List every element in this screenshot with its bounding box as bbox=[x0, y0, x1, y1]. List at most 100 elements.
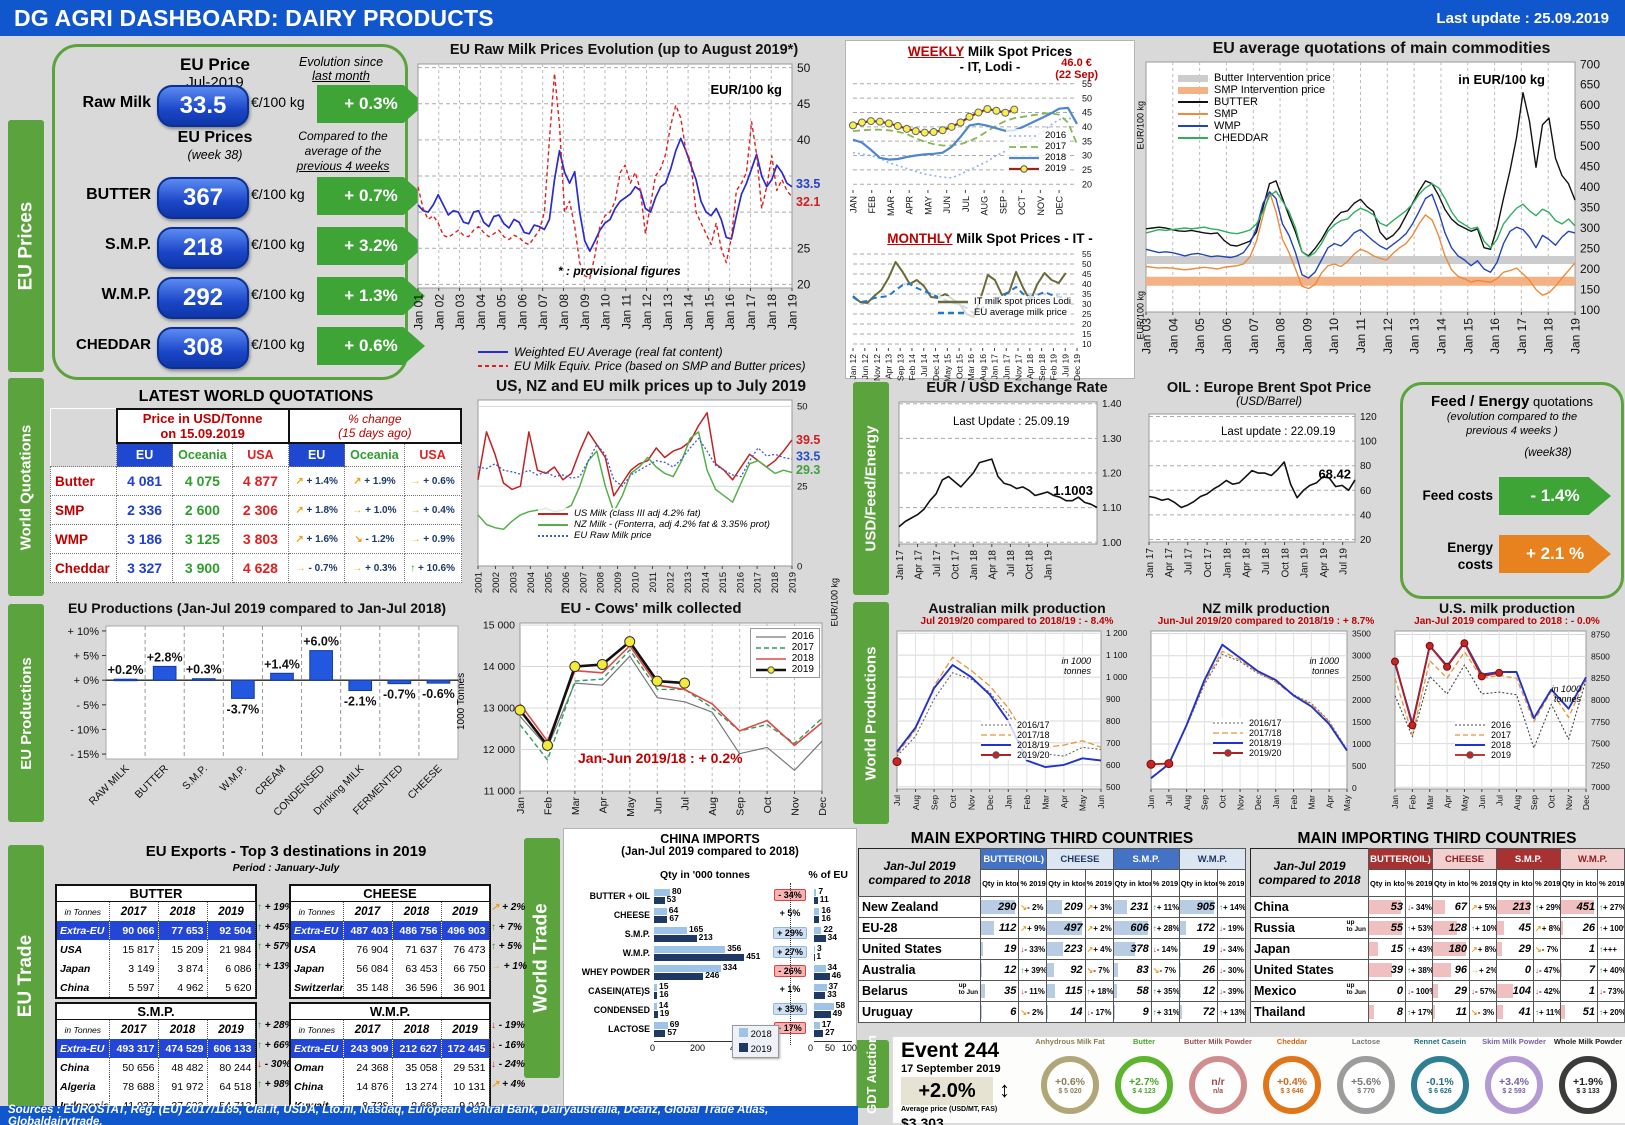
svg-text:2008: 2008 bbox=[596, 572, 607, 593]
legend-entry: EU average milk price bbox=[938, 307, 1067, 318]
svg-text:Jul 14: Jul 14 bbox=[919, 354, 929, 377]
eu-bar-2019 bbox=[814, 1011, 831, 1018]
svg-text:FEB: FEB bbox=[867, 196, 877, 214]
legend-entry: 2019 bbox=[1009, 163, 1066, 174]
legend-entry: 2019/20 bbox=[981, 750, 1050, 760]
svg-text:Jul 18: Jul 18 bbox=[1006, 550, 1017, 577]
unit-note: in 1000 tonnes bbox=[1551, 684, 1581, 704]
up-arrow-icon: ↑ bbox=[1535, 1007, 1540, 1017]
chart-title: US, NZ and EU milk prices up to July 201… bbox=[495, 378, 807, 395]
diag-up-arrow-icon: ↗ bbox=[295, 533, 304, 545]
gdt-ring: +0.4% $ 3 646 bbox=[1263, 1056, 1321, 1114]
legend-entry: EU Milk Equiv. Price (based on SMP and B… bbox=[478, 359, 806, 373]
legend-entry: 2016 bbox=[1455, 720, 1512, 730]
table-row: Extra-EU 243 909 212 627 172 445 bbox=[291, 1039, 490, 1058]
svg-text:May: May bbox=[625, 796, 637, 817]
brent-svg: 20 40 60 80 100 120 Jan 17 Apr 17 Jul 17 Oct 17 Ja… bbox=[1145, 412, 1377, 578]
svg-text:+0.3%: +0.3% bbox=[186, 663, 222, 677]
svg-text:Jan 02: Jan 02 bbox=[432, 294, 446, 330]
svg-text:Aug: Aug bbox=[911, 795, 921, 810]
monthly-title: MONTHLY Milk Spot Prices - IT - bbox=[887, 231, 1093, 246]
china-change: - 26% bbox=[770, 965, 810, 977]
down-arrow-icon: ↓ bbox=[1020, 944, 1025, 954]
up-arrow-icon: ↑ bbox=[1152, 1007, 1157, 1017]
table-row: Uruguay 6 ↘- 2% 14 ↓- 17% 9 ↑+ 31% 72 ↑+ 13% bbox=[857, 1001, 1247, 1023]
china-change: - 34% bbox=[770, 889, 810, 901]
up-arrow-icon: ↑ bbox=[491, 941, 496, 952]
gdt-change: +2.0% bbox=[901, 1077, 993, 1105]
usnz-chart: US, NZ and EU milk prices up to July 201… bbox=[468, 378, 840, 627]
svg-text:Jan 18: Jan 18 bbox=[1222, 548, 1233, 578]
up-arrow-icon: ↑ bbox=[410, 562, 416, 574]
svg-text:Jan 03: Jan 03 bbox=[1140, 318, 1154, 354]
svg-text:Jan: Jan bbox=[1390, 795, 1400, 809]
svg-text:40: 40 bbox=[1082, 122, 1092, 132]
legend-entry: IT milk spot prices Lodi bbox=[938, 296, 1071, 307]
svg-text:15: 15 bbox=[1082, 329, 1092, 339]
svg-text:12 000: 12 000 bbox=[483, 744, 515, 756]
legend-entry: 2018 bbox=[755, 653, 814, 664]
gdt-product: Whole Milk Powder +1.9% $ 3 133 bbox=[1551, 1037, 1625, 1123]
svg-text:MAY: MAY bbox=[923, 196, 933, 215]
energy-arrow: + 2.1 % bbox=[1499, 535, 1611, 573]
importing-countries: MAIN IMPORTING THIRD COUNTRIES Jan-Jul 2… bbox=[1250, 830, 1625, 1023]
change-arrow: + 0.3% bbox=[317, 85, 425, 123]
right-arrow-icon: → bbox=[491, 960, 501, 972]
svg-text:1.1003: 1.1003 bbox=[1053, 483, 1093, 498]
svg-text:-3.7%: -3.7% bbox=[227, 702, 260, 716]
svg-text:Oct 18: Oct 18 bbox=[1025, 550, 1036, 580]
right-arrow-icon: → bbox=[1471, 965, 1479, 975]
china-change: - 17% bbox=[770, 1022, 810, 1034]
svg-text:Jan 07: Jan 07 bbox=[1247, 318, 1261, 354]
gdt-product: Skim Milk Powder +3.4% $ 2 593 bbox=[1477, 1037, 1551, 1123]
svg-text:Jan 09: Jan 09 bbox=[1300, 318, 1314, 354]
legend-entry: Weighted EU Average (real fat content) bbox=[478, 345, 723, 359]
pct-change: ↑ + 19% bbox=[257, 902, 294, 913]
svg-text:45: 45 bbox=[1082, 108, 1092, 118]
chart-title: EU Productions (Jan-Jul 2019 compared to… bbox=[67, 600, 447, 616]
svg-text:100: 100 bbox=[1360, 437, 1377, 448]
bar-2019 bbox=[654, 973, 704, 980]
legend-entry: 2017/18 bbox=[1213, 728, 1282, 738]
table-row: China 53 ↓- 34% 67 ↗+ 5% 213 ↑+ 29% 451 ↑+ 27% bbox=[1250, 896, 1625, 918]
feed-energy-panel: Feed / Energy quotations (evolution comp… bbox=[1400, 382, 1624, 599]
svg-text:Jan: Jan bbox=[1004, 795, 1014, 809]
up-arrow-icon: ↑ bbox=[1152, 923, 1157, 933]
svg-text:200: 200 bbox=[1580, 262, 1600, 276]
legend-entry: 2016 bbox=[1009, 130, 1067, 141]
eu-bar-2019 bbox=[814, 973, 830, 980]
legend-entry: 2019 bbox=[1455, 750, 1511, 760]
svg-text:50: 50 bbox=[1082, 259, 1092, 269]
svg-text:Jan 15: Jan 15 bbox=[1461, 318, 1475, 354]
table-row: Algeria 78 688 91 972 64 518 bbox=[57, 1077, 256, 1096]
band-usd-feed-energy: USD/Feed/Energy bbox=[853, 382, 889, 595]
milk-spot-panel: WEEKLY Milk Spot Prices - IT, Lodi - 46.… bbox=[845, 40, 1146, 382]
china-row-label: CONDENSED bbox=[593, 1005, 650, 1015]
wq-title: LATEST WORLD QUOTATIONS bbox=[138, 388, 374, 405]
up-arrow-icon: ↑ bbox=[1599, 1007, 1604, 1017]
chart-title: EU average quotations of main commoditie… bbox=[1212, 40, 1551, 57]
price-pill: 218 bbox=[157, 227, 249, 269]
unit-label: €/100 kg bbox=[251, 286, 305, 302]
svg-text:Jan 17: Jan 17 bbox=[1145, 548, 1156, 578]
svg-text:Jan 08: Jan 08 bbox=[557, 294, 571, 330]
svg-text:Jan: Jan bbox=[515, 797, 527, 814]
svg-text:8750: 8750 bbox=[1591, 629, 1610, 639]
svg-text:10: 10 bbox=[1082, 339, 1092, 349]
svg-text:Jan 06: Jan 06 bbox=[1220, 318, 1234, 354]
svg-text:NOV: NOV bbox=[1036, 196, 1046, 216]
svg-text:80: 80 bbox=[1360, 461, 1372, 472]
svg-text:Jan 08: Jan 08 bbox=[1274, 318, 1288, 354]
row-label: BUTTER bbox=[86, 186, 151, 203]
svg-text:Jan 19: Jan 19 bbox=[1300, 548, 1311, 578]
svg-text:39.5: 39.5 bbox=[796, 433, 820, 447]
gdt-product: Lactose +5.6% $ 770 bbox=[1329, 1037, 1403, 1123]
down-arrow-icon: ↓ bbox=[1535, 965, 1540, 975]
svg-text:1.00: 1.00 bbox=[1102, 538, 1122, 549]
svg-text:JAN: JAN bbox=[848, 196, 858, 213]
table-row: Japan 15 ↑+ 43% 180 ↗+ 8% 29 ↘- 7% 1 ↑+++ bbox=[1250, 938, 1625, 960]
table-title: MAIN IMPORTING THIRD COUNTRIES bbox=[1297, 830, 1577, 847]
exports-table-butter: BUTTER in Tonnes 2017 2018 2019 Extra-EU 90 06… bbox=[55, 884, 257, 999]
